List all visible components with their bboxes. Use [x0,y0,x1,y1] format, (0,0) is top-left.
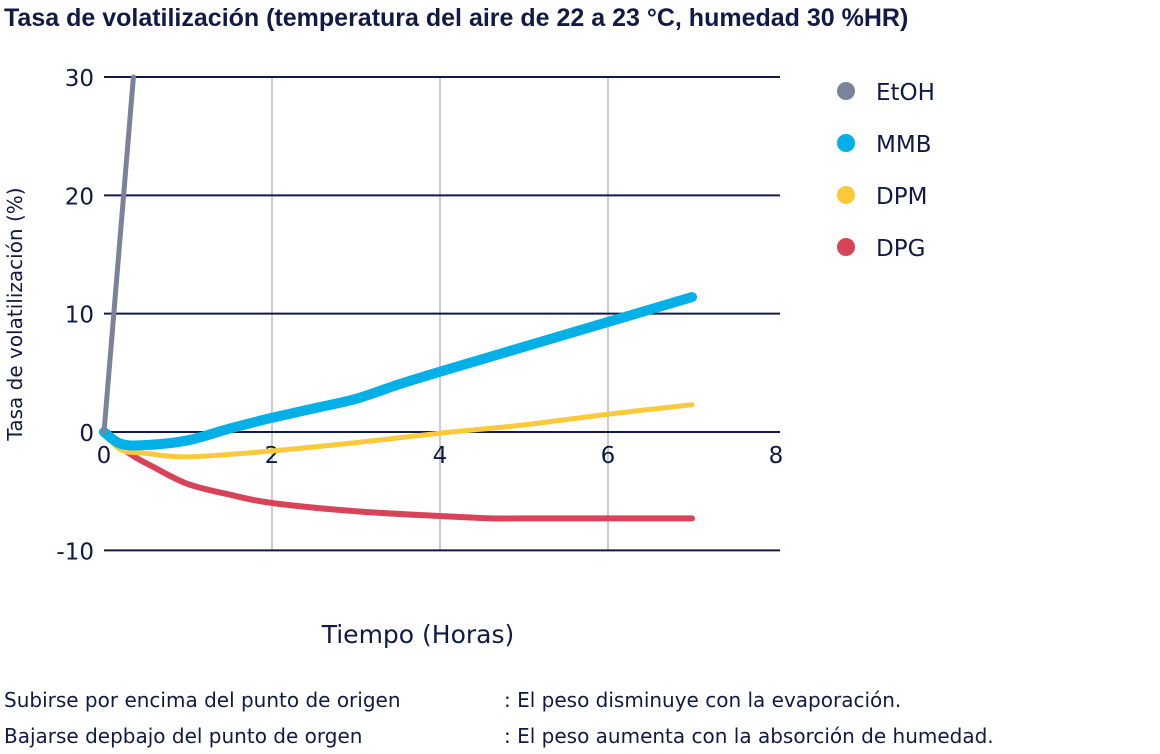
legend-marker-mmb [837,134,855,152]
y-tick-label: 30 [65,66,94,92]
series-line-dpm [101,402,695,460]
legend-label: DPG [876,236,925,262]
note-row: Bajarse depbajo del punto de orgen : El … [4,718,994,754]
x-axis-label: Tiempo (Horas) [321,620,515,649]
legend-marker-dpg [837,238,855,256]
y-tick-label: -10 [56,539,94,565]
x-tick-label: 2 [265,443,280,469]
notes: Subirse por encima del punto de origen :… [4,682,994,754]
series-line-dpg [101,429,695,522]
y-axis-label: Tasa de volatilización (%) [3,187,27,441]
note-meaning: : El peso disminuye con la evaporación. [504,688,902,712]
legend-label: DPM [876,184,927,210]
x-tick-label: 8 [769,443,784,469]
x-tick-label: 0 [97,443,112,469]
note-meaning: : El peso aumenta con la absorción de hu… [504,724,994,748]
legend-label: EtOH [876,80,935,106]
x-tick-label: 4 [433,443,448,469]
legend-marker-etoh [837,82,855,100]
x-tick-label: 6 [601,443,616,469]
legend-marker-dpm [837,186,855,204]
series-line-mmb [99,292,697,451]
note-row: Subirse por encima del punto de origen :… [4,682,994,718]
y-tick-label: 10 [65,303,94,329]
legend-label: MMB [876,132,931,158]
chart-title: Tasa de volatilización (temperatura del … [4,4,909,32]
note-condition: Bajarse depbajo del punto de orgen [4,724,363,748]
note-condition: Subirse por encima del punto de origen [4,688,401,712]
series-line-etoh [101,74,136,435]
y-tick-label: 20 [65,184,94,210]
y-tick-label: 0 [79,421,94,447]
